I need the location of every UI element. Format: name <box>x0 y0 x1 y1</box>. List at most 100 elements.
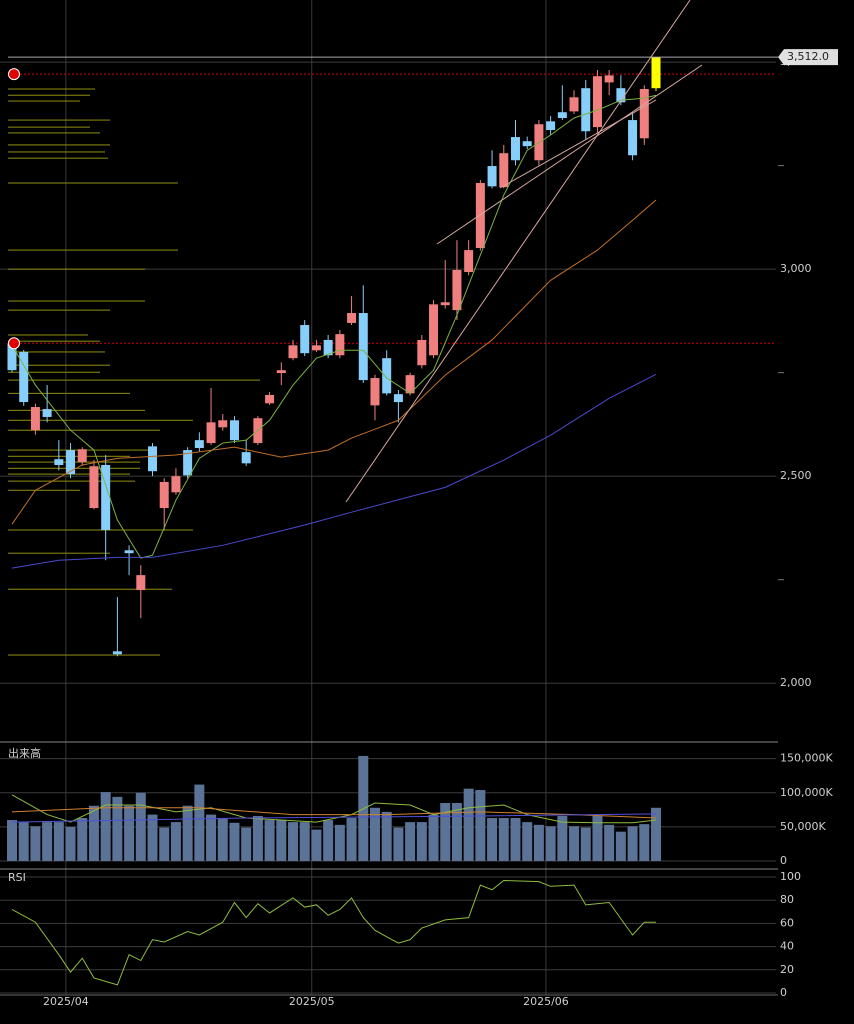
volume-profile-bar <box>8 371 100 373</box>
volume-bar <box>533 824 544 861</box>
data-layer <box>7 57 661 986</box>
annotation-layer: 出来高 RSI 2025/04 2025/05 2025/06 2,000 2,500 3… <box>0 0 838 1008</box>
volume-bar <box>569 826 580 861</box>
volume-profile-bar <box>8 309 110 311</box>
candle-body <box>487 166 497 187</box>
candle-body <box>159 481 169 509</box>
candle-body <box>335 334 345 356</box>
volume-profile-bar <box>8 268 145 270</box>
y-tick-label: 100 <box>780 870 801 883</box>
volume-bar <box>264 820 275 861</box>
volume-profile-bar <box>8 351 105 353</box>
volume-bar <box>627 826 638 861</box>
volume-bar <box>346 818 357 861</box>
candle-body <box>171 476 181 493</box>
volume-profile-bar <box>8 249 178 251</box>
candle-body <box>265 395 275 404</box>
candle-body <box>522 141 532 147</box>
volume-profile-bar <box>8 94 90 96</box>
volume-bar <box>53 822 64 861</box>
volume-bar <box>604 824 615 861</box>
candle-body <box>370 378 380 406</box>
volume-bar <box>475 790 486 861</box>
candle-body <box>112 651 122 655</box>
y-tick-label: 20 <box>780 963 794 976</box>
volume-bar <box>334 824 345 861</box>
candle-body <box>475 183 485 249</box>
volume-profile-bar <box>8 88 95 90</box>
moving-average <box>11 373 657 569</box>
candle-body <box>651 57 661 89</box>
volume-bar <box>522 822 533 861</box>
candle-body <box>311 345 321 351</box>
candle-body <box>417 339 427 366</box>
volume-bar <box>77 818 88 861</box>
volume-bar <box>65 826 76 861</box>
volume-bar <box>592 815 603 861</box>
candle-body <box>136 575 146 591</box>
candle-body <box>464 250 474 273</box>
volume-bar <box>217 818 228 861</box>
reference-dot <box>8 68 20 81</box>
volume-bar <box>428 814 439 861</box>
candle-body <box>89 466 99 509</box>
volume-bar <box>147 814 158 861</box>
candle-body <box>546 121 556 131</box>
candle-body <box>229 420 239 441</box>
rsi-panel-title: RSI <box>8 871 26 884</box>
candle-body <box>557 112 567 119</box>
candle-body <box>42 409 52 417</box>
volume-bar <box>276 820 287 861</box>
trend-line <box>499 99 657 189</box>
volume-bar <box>30 826 41 861</box>
candle-body <box>101 464 111 530</box>
y-tick-label: 50,000K <box>780 820 826 833</box>
volume-profile-bar <box>8 340 100 342</box>
volume-bar <box>651 807 661 861</box>
candle-body <box>206 422 216 444</box>
volume-bar <box>42 822 53 861</box>
volume-profile-bar <box>8 300 145 302</box>
volume-bar <box>170 822 181 861</box>
candle-body <box>66 450 76 475</box>
candle-body <box>323 339 333 356</box>
volume-bar <box>440 803 451 861</box>
volume-bar <box>229 822 240 861</box>
y-tick-label: 2,500 <box>780 469 812 482</box>
volume-bar <box>323 820 334 861</box>
volume-bar <box>241 827 252 861</box>
candle-body <box>429 304 439 356</box>
volume-profile-bar <box>8 151 105 153</box>
candle-body <box>183 450 193 476</box>
rsi-line <box>11 879 656 986</box>
candle-body <box>499 153 509 188</box>
candle-body <box>54 459 64 465</box>
volume-panel-title: 出来高 <box>8 746 41 760</box>
y-tick-label: 60 <box>780 916 794 929</box>
x-tick-label: 2025/05 <box>289 995 335 1008</box>
volume-bar <box>311 829 322 861</box>
volume-profile-bar <box>8 480 135 482</box>
volume-bar <box>463 788 474 861</box>
volume-bar <box>405 822 416 861</box>
volume-bar <box>299 822 310 861</box>
volume-bar <box>498 818 509 861</box>
x-tick-label: 2025/06 <box>523 995 569 1008</box>
candle-body <box>276 370 286 374</box>
volume-profile-bar <box>8 157 108 159</box>
moving-average <box>11 94 657 559</box>
candle-body <box>510 137 520 161</box>
y-tick-label: 150,000K <box>780 752 833 765</box>
volume-bar <box>7 820 17 861</box>
last-price-label: 3,512.0 <box>787 50 829 63</box>
candle-body <box>148 446 158 472</box>
y-tick-label: 3,000 <box>780 262 812 275</box>
y-tick-label: 40 <box>780 940 794 953</box>
volume-profile-bar <box>8 182 178 184</box>
volume-profile-bar <box>8 100 80 102</box>
volume-bar <box>112 796 123 861</box>
volume-bar <box>381 811 392 861</box>
volume-profile-bar <box>8 489 80 491</box>
volume-bar <box>510 818 521 861</box>
